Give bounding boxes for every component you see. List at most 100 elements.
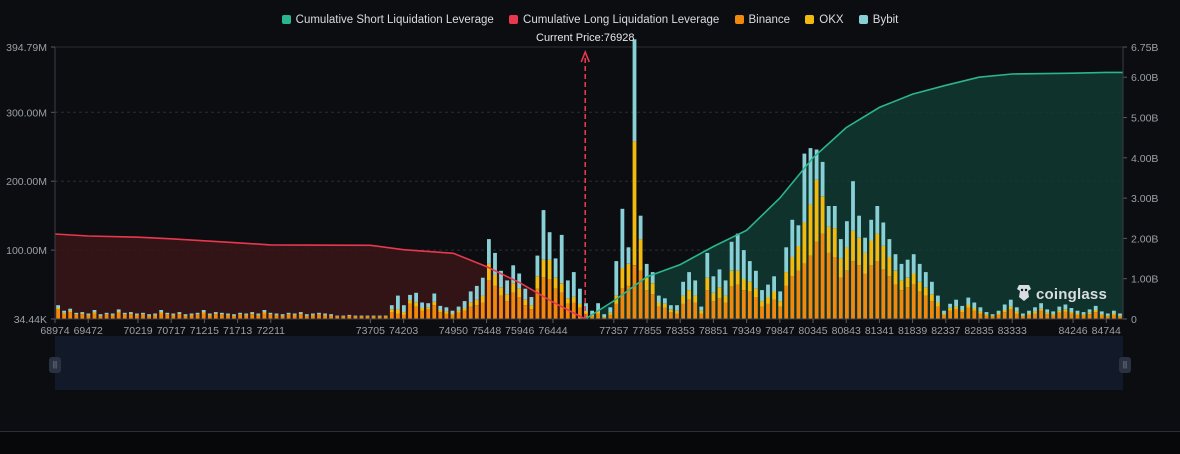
bybit-bar (92, 310, 97, 313)
okx-bar (559, 283, 564, 293)
binance-bar (104, 314, 109, 319)
okx-bar (784, 272, 789, 286)
okx-bar (675, 310, 679, 314)
bybit-bar (996, 310, 1001, 314)
binance-bar (729, 285, 734, 319)
binance-bar (426, 309, 431, 319)
bybit-bar (371, 315, 376, 317)
binance-bar (954, 309, 958, 319)
okx-bar (887, 257, 892, 277)
binance-bar (923, 295, 928, 319)
bybit-bar (1002, 304, 1007, 310)
binance-bar (650, 294, 655, 319)
okx-bar (602, 316, 607, 318)
okx-bar (681, 295, 685, 304)
okx-bar (98, 315, 103, 317)
okx-bar (584, 311, 588, 314)
binance-bar (141, 314, 145, 319)
okx-bar (699, 310, 704, 314)
bybit-bar (74, 312, 79, 315)
legend-item-okx[interactable]: OKX (805, 14, 844, 26)
okx-bar (213, 313, 218, 315)
legend-item-bybit[interactable]: Bybit (858, 14, 898, 26)
okx-bar (493, 274, 497, 286)
range-slider-left-handle[interactable]: || (49, 357, 61, 373)
bybit-bar (298, 312, 303, 314)
okx-bar (487, 263, 491, 281)
okx-bar (899, 280, 904, 290)
okx-bar (996, 313, 1001, 315)
okx-bar (669, 309, 673, 313)
binance-bar (1063, 311, 1068, 319)
bybit-bar (220, 312, 224, 315)
bybit-bar (681, 281, 685, 296)
binance-bar (220, 314, 224, 319)
x-axis-tick-label: 81341 (865, 325, 894, 336)
binance-bar (377, 316, 382, 319)
cumulative-lines (54, 71, 1123, 320)
binance-bar (766, 303, 770, 319)
binance-bar (353, 316, 358, 319)
binance-bar (717, 298, 722, 319)
okx-bar (280, 315, 285, 317)
okx-bar (608, 312, 613, 315)
okx-bar (402, 312, 406, 315)
bybit-bar (978, 307, 983, 312)
bybit-bar (523, 288, 528, 300)
bybit-bar (838, 239, 843, 259)
binance-bar (256, 315, 261, 319)
okx-bar (1014, 311, 1019, 314)
bybit-bar (256, 313, 261, 315)
binance-bar (754, 297, 758, 319)
okx-bar (1069, 312, 1074, 314)
binance-bar (468, 306, 473, 319)
okx-bar (535, 276, 540, 289)
bybit-bar (578, 288, 582, 304)
bybit-bar (899, 263, 904, 281)
legend-item-binance[interactable]: Binance (734, 14, 791, 26)
okx-bar (104, 314, 109, 315)
binance-bar (365, 316, 370, 319)
bybit-bar (814, 149, 819, 180)
okx-bar (505, 294, 509, 302)
bybit-bar (262, 310, 267, 313)
range-slider-right-handle[interactable]: || (1119, 357, 1131, 373)
binance-bar (1118, 316, 1122, 319)
bybit-bar (1045, 309, 1050, 313)
binance-bar (280, 316, 285, 319)
right-axis-tick-label: 4.00B (1131, 153, 1158, 165)
bybit-bar (535, 255, 540, 277)
okx-bar (1039, 308, 1043, 311)
okx-bar (292, 314, 297, 316)
legend-item-long-cumulative[interactable]: Cumulative Long Liquidation Leverage (509, 14, 719, 26)
okx-bar (820, 196, 825, 234)
binance-bar (699, 313, 704, 319)
okx-bar (389, 309, 394, 313)
okx-bar (1093, 310, 1098, 313)
bybit-bar (1093, 305, 1098, 310)
okx-bar (256, 314, 261, 316)
okx-bar (517, 288, 522, 297)
bybit-bar (778, 291, 783, 301)
range-slider-track[interactable] (55, 336, 1123, 390)
binance-bar (1008, 309, 1013, 319)
binance-bar (1081, 315, 1086, 319)
okx-bar (790, 257, 795, 277)
binance-bar (1105, 316, 1110, 319)
okx-bar (948, 308, 952, 311)
binance-bar (565, 303, 570, 319)
bybit-bar (930, 281, 934, 295)
okx-bar (311, 314, 315, 316)
binance-bar (98, 316, 103, 319)
okx-bar (347, 315, 352, 317)
bybit-bar (80, 312, 85, 314)
left-axis-tick-label: 300.00M (6, 107, 47, 119)
okx-bar (323, 314, 327, 316)
bybit-bar (869, 219, 874, 241)
x-axis-tick-label: 70717 (157, 325, 186, 336)
binance-bar (371, 316, 376, 319)
legend-label: Binance (748, 14, 791, 26)
bybit-bar (517, 273, 522, 289)
legend-item-short-cumulative[interactable]: Cumulative Short Liquidation Leverage (281, 14, 494, 26)
